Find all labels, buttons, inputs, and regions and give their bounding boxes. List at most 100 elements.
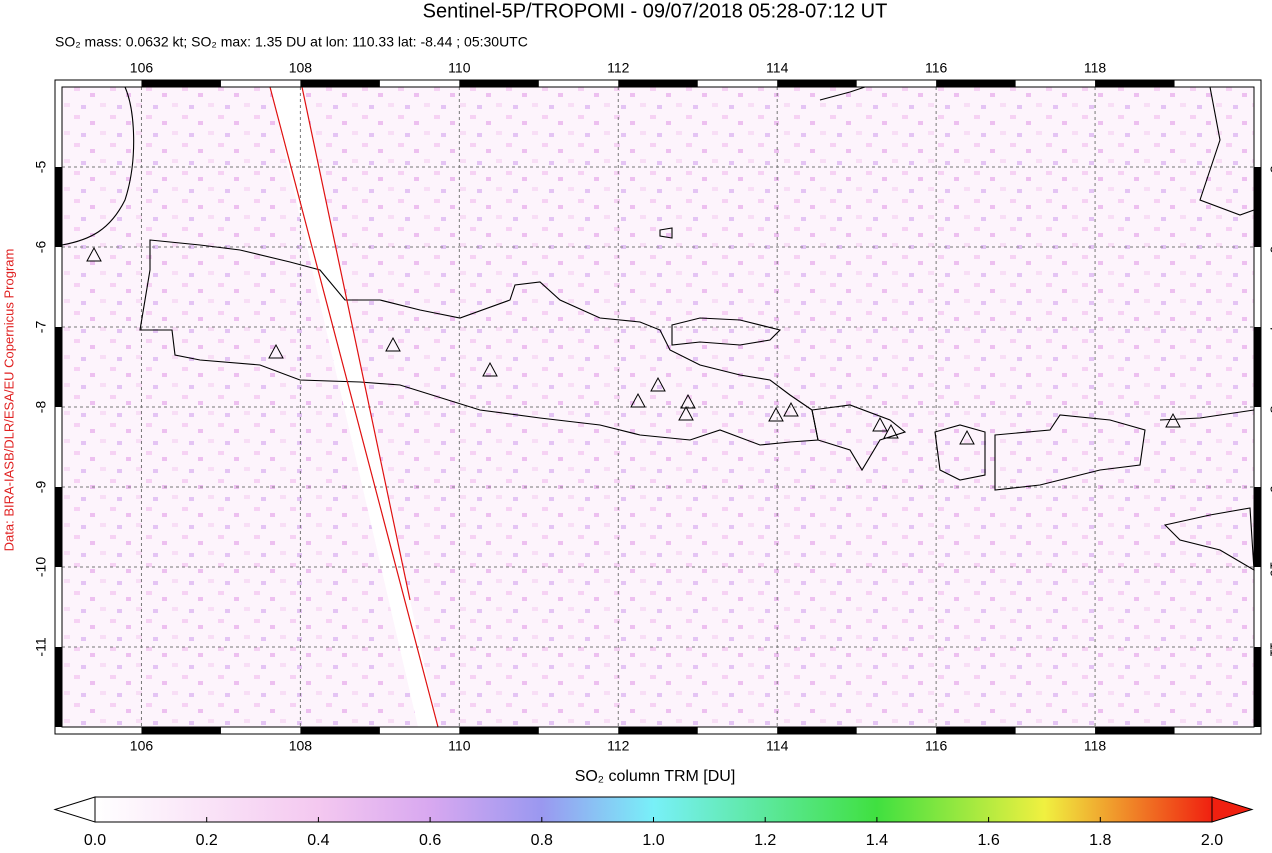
colorbar-tick-label: 0.8 — [531, 832, 553, 849]
colorbar-tick-label: 1.0 — [642, 832, 664, 849]
coastline — [61, 86, 135, 246]
subtitle: SO₂ mass: 0.0632 kt; SO₂ max: 1.35 DU at… — [55, 34, 528, 50]
volcano — [630, 392, 646, 408]
volcano — [768, 406, 784, 422]
grid — [62, 87, 1254, 727]
colorbar-tick-label: 0.6 — [419, 832, 441, 849]
x-tick-label: 106 — [130, 738, 154, 754]
frame-bar — [141, 727, 221, 734]
y-tick-label: -8 — [33, 401, 49, 414]
colorbar-tick-label: 0.2 — [196, 832, 218, 849]
x-tick-label: 116 — [925, 60, 948, 76]
volcano — [883, 423, 899, 439]
volcano — [385, 336, 401, 352]
x-tick-label: 110 — [448, 738, 471, 754]
colorbar-tick-label: 2.0 — [1201, 832, 1223, 849]
frame-bar — [1095, 727, 1175, 734]
coastline — [934, 424, 986, 481]
x-tick-label: 112 — [607, 738, 630, 754]
frame-outline — [54, 79, 1262, 735]
frame-bar — [55, 167, 62, 247]
frame-bar — [1254, 647, 1261, 727]
x-tick-label: 108 — [289, 60, 313, 76]
volcanoes — [86, 246, 1181, 445]
coastline — [1159, 409, 1255, 421]
frame-bar — [1254, 327, 1261, 407]
frame-bars — [54, 79, 1262, 735]
coastline — [659, 227, 673, 239]
x-tick-label: 110 — [448, 60, 471, 76]
volcano — [959, 429, 975, 445]
frame-bar — [55, 647, 62, 727]
frame-bar — [936, 80, 1016, 87]
credit: Data: BIRA-IASB/DLR/ESA/EU Copernicus Pr… — [1, 249, 16, 552]
colorbar-tick-label: 1.4 — [866, 832, 888, 849]
colorbar-tick-label: 1.6 — [977, 832, 999, 849]
y-tick-label: -11 — [33, 637, 49, 656]
frame-bar — [618, 80, 698, 87]
frame-bar — [141, 80, 221, 87]
frame-bar — [777, 727, 857, 734]
volcano — [872, 416, 888, 432]
frame-bar — [1095, 80, 1175, 87]
frame-bar — [55, 327, 62, 407]
y-tick-label: -10 — [33, 557, 49, 577]
frame-bar — [1254, 167, 1261, 247]
coastline — [819, 86, 866, 101]
frame-bar — [618, 727, 698, 734]
colorbar-low-arrow — [53, 796, 96, 823]
swath-edge — [301, 86, 411, 601]
y-tick-label: -6 — [33, 241, 49, 254]
x-tick-label: 114 — [766, 738, 789, 754]
volcano — [482, 361, 498, 377]
swath-edges — [269, 86, 439, 728]
volcano — [680, 393, 696, 409]
frame-bar — [55, 487, 62, 567]
coastline — [994, 414, 1146, 491]
coastline — [671, 317, 782, 346]
frame-bar — [936, 727, 1016, 734]
volcano — [1165, 412, 1181, 428]
x-tick-label: 112 — [607, 60, 630, 76]
volcano — [783, 401, 799, 417]
frame-bar — [777, 80, 857, 87]
frame-bar — [459, 80, 539, 87]
y-tick-label: -5 — [1267, 161, 1272, 174]
y-tick-label: -11 — [1267, 637, 1272, 656]
volcano — [86, 246, 102, 262]
y-tick-label: -5 — [33, 161, 49, 174]
colorbar-label: SO₂ column TRM [DU] — [575, 768, 736, 785]
y-tick-label: -7 — [33, 321, 49, 334]
y-tick-label: -9 — [1267, 481, 1272, 494]
colorbar-tick-label: 1.2 — [754, 832, 776, 849]
colorbar-high-arrow — [1211, 796, 1254, 823]
title: Sentinel-5P/TROPOMI - 09/07/2018 05:28-0… — [423, 0, 888, 22]
x-tick-label: 106 — [130, 60, 154, 76]
volcano — [678, 405, 694, 421]
x-tick-label: 118 — [1084, 738, 1107, 754]
swath-edge — [269, 86, 439, 728]
coastline — [139, 239, 819, 446]
coastline — [811, 404, 907, 472]
colorbar-tick-label: 0.0 — [84, 832, 106, 849]
colorbar — [53, 796, 1254, 823]
colorbar-tick-label: 1.8 — [1089, 832, 1111, 849]
y-tick-label: -8 — [1267, 401, 1272, 414]
x-tick-label: 108 — [289, 738, 313, 754]
y-tick-label: -7 — [1267, 321, 1272, 334]
volcano — [268, 343, 284, 359]
frame-bar — [300, 727, 380, 734]
coastline — [1199, 86, 1255, 216]
x-tick-label: 118 — [1084, 60, 1107, 76]
x-tick-label: 114 — [766, 60, 789, 76]
volcano — [650, 376, 666, 392]
colorbar-tick-label: 0.4 — [307, 832, 329, 849]
y-tick-label: -6 — [1267, 241, 1272, 254]
frame-bar — [1254, 487, 1261, 567]
frame-bar — [300, 80, 380, 87]
y-tick-label: -9 — [33, 481, 49, 494]
y-tick-label: -10 — [1267, 557, 1272, 577]
frame-bar — [459, 727, 539, 734]
